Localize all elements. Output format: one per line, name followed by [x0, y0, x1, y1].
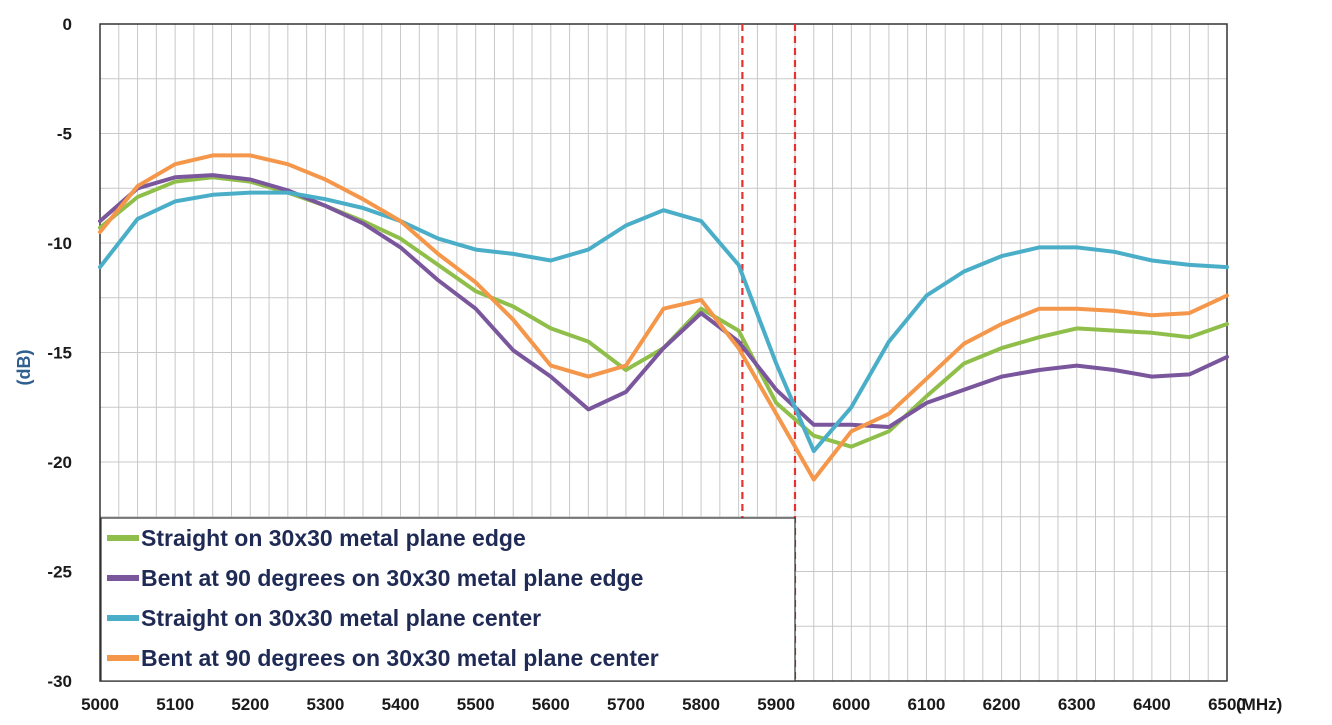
- legend: Straight on 30x30 metal plane edge Bent a…: [100, 517, 796, 682]
- y-tick-label: -20: [47, 453, 72, 472]
- series-lines: [98, 153, 1229, 482]
- x-tick-label: 6000: [832, 695, 870, 714]
- x-tick-label: 6300: [1058, 695, 1096, 714]
- y-tick-label: 0: [63, 15, 72, 34]
- x-tick-label: 5200: [231, 695, 269, 714]
- x-tick-label: 5000: [81, 695, 119, 714]
- x-tick-label: 5800: [682, 695, 720, 714]
- y-axis-label: (dB): [14, 350, 34, 386]
- x-axis-unit: (MHz): [1236, 695, 1282, 714]
- series-line-3: [98, 190, 1229, 454]
- x-tick-label: 5300: [306, 695, 344, 714]
- legend-entry: Bent at 90 degrees on 30x30 metal plane …: [141, 645, 659, 671]
- x-tick-label: 5700: [607, 695, 645, 714]
- x-tick-labels: 5000 5100 5200 5300 5400 5500 5600 5700 5800 5900…: [81, 695, 1246, 714]
- y-tick-label: -15: [47, 344, 72, 363]
- legend-box: [100, 517, 796, 682]
- y-tick-label: -5: [57, 125, 72, 144]
- y-tick-label: -10: [47, 234, 72, 253]
- series-line-4: [98, 153, 1229, 482]
- legend-entry: Bent at 90 degrees on 30x30 metal plane …: [141, 565, 643, 591]
- legend-entry: Straight on 30x30 metal plane edge: [141, 525, 526, 551]
- x-tick-label: 5400: [382, 695, 420, 714]
- series-line-2: [98, 173, 1229, 429]
- x-tick-label: 6200: [983, 695, 1021, 714]
- x-tick-label: 5100: [156, 695, 194, 714]
- y-tick-label: -25: [47, 563, 72, 582]
- x-tick-label: 6500: [1208, 695, 1246, 714]
- x-tick-label: 6100: [908, 695, 946, 714]
- y-tick-label: -30: [47, 672, 72, 691]
- x-tick-label: 5600: [532, 695, 570, 714]
- y-tick-labels: 0 -5 -10 -15 -20 -25 -30: [47, 15, 72, 691]
- legend-entry: Straight on 30x30 metal plane center: [141, 605, 541, 631]
- x-tick-label: 6400: [1133, 695, 1171, 714]
- x-tick-label: 5900: [757, 695, 795, 714]
- x-tick-label: 5500: [457, 695, 495, 714]
